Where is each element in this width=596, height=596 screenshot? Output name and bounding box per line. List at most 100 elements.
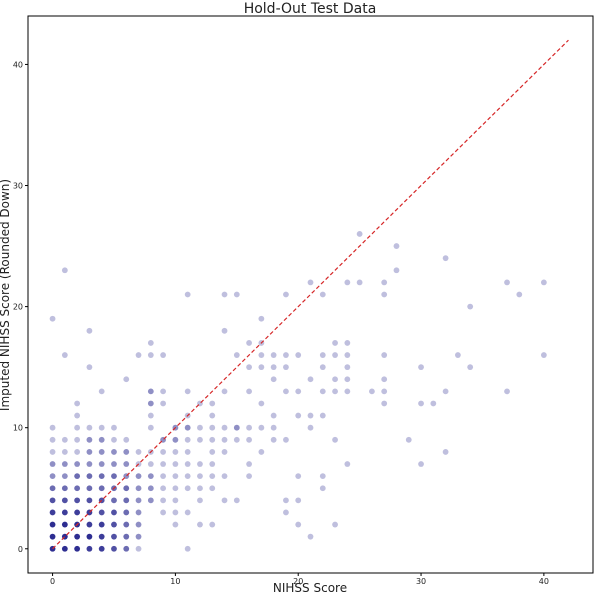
- data-point: [319, 485, 326, 492]
- data-point: [160, 461, 167, 467]
- data-point: [98, 388, 105, 395]
- data-point: [98, 449, 105, 455]
- data-point: [332, 388, 338, 395]
- data-point: [160, 473, 167, 480]
- data-point: [172, 521, 179, 528]
- data-point: [184, 388, 191, 395]
- data-point: [246, 340, 252, 346]
- data-point: [135, 533, 142, 540]
- data-point: [246, 424, 252, 431]
- data-point: [209, 521, 216, 528]
- data-point: [147, 400, 154, 407]
- data-point: [147, 340, 154, 346]
- data-point: [344, 376, 351, 383]
- data-point: [221, 291, 228, 298]
- y-tick-label: 0: [18, 545, 23, 554]
- data-point: [295, 473, 302, 480]
- data-point: [74, 485, 81, 492]
- data-point: [49, 315, 56, 322]
- data-point: [98, 533, 105, 540]
- data-point: [467, 303, 474, 310]
- data-point: [61, 436, 68, 443]
- x-tick-label: 30: [416, 577, 426, 586]
- data-point: [221, 327, 228, 334]
- data-point: [86, 521, 93, 528]
- reference-line-layer: [52, 39, 569, 550]
- data-point: [197, 436, 203, 443]
- data-point: [123, 436, 130, 443]
- data-point: [86, 533, 93, 540]
- data-point: [49, 449, 56, 455]
- data-point: [258, 315, 265, 322]
- data-point: [61, 497, 68, 504]
- data-point: [172, 449, 179, 455]
- data-point: [123, 376, 130, 383]
- data-point: [381, 291, 388, 298]
- data-point: [160, 509, 167, 516]
- data-point: [111, 473, 117, 480]
- data-point: [221, 424, 228, 431]
- data-point: [283, 497, 289, 504]
- data-point: [86, 449, 93, 455]
- x-tick-label: 0: [50, 577, 55, 586]
- data-point: [381, 279, 388, 286]
- data-point: [160, 400, 167, 407]
- data-point: [270, 364, 277, 371]
- y-axis-title: Imputed NIHSS Score (Rounded Down): [0, 179, 12, 411]
- data-point: [197, 461, 203, 467]
- data-point: [344, 364, 351, 371]
- data-point: [442, 255, 449, 262]
- data-point: [111, 461, 117, 467]
- data-point: [86, 436, 93, 443]
- data-point: [123, 545, 130, 552]
- data-point: [270, 424, 277, 431]
- data-point: [49, 533, 56, 540]
- data-point: [344, 352, 351, 358]
- data-point: [86, 545, 93, 552]
- data-point: [369, 388, 375, 395]
- data-point: [209, 485, 216, 492]
- data-point: [61, 352, 68, 358]
- data-point: [86, 327, 93, 334]
- data-point: [418, 461, 424, 467]
- x-axis-title: NIHSS Score: [273, 581, 347, 595]
- data-point: [356, 231, 363, 237]
- data-point: [270, 352, 277, 358]
- data-point: [258, 449, 265, 455]
- data-point: [197, 485, 203, 492]
- data-point: [98, 424, 105, 431]
- data-point: [74, 473, 81, 480]
- data-point: [246, 388, 252, 395]
- data-point: [295, 388, 302, 395]
- data-point: [172, 485, 179, 492]
- data-point: [74, 509, 81, 516]
- data-point: [258, 424, 265, 431]
- data-point: [123, 533, 130, 540]
- data-point: [381, 400, 388, 407]
- data-point: [307, 279, 314, 286]
- data-point: [86, 473, 93, 480]
- data-point: [111, 497, 117, 504]
- data-point: [49, 424, 56, 431]
- data-point: [332, 376, 338, 383]
- data-point: [233, 497, 240, 504]
- data-point: [74, 436, 81, 443]
- data-point: [319, 388, 326, 395]
- data-point: [123, 497, 130, 504]
- x-tick-label: 20: [293, 577, 303, 586]
- data-point: [319, 364, 326, 371]
- data-point: [184, 545, 191, 552]
- data-point: [123, 449, 130, 455]
- data-point: [540, 352, 547, 358]
- data-point: [295, 412, 302, 419]
- data-point: [221, 473, 228, 480]
- data-point: [184, 485, 191, 492]
- data-point: [135, 545, 142, 552]
- data-point: [442, 388, 449, 395]
- data-point: [49, 509, 56, 516]
- data-point: [147, 352, 154, 358]
- data-point: [344, 279, 351, 286]
- data-point: [504, 388, 510, 395]
- data-point: [442, 449, 449, 455]
